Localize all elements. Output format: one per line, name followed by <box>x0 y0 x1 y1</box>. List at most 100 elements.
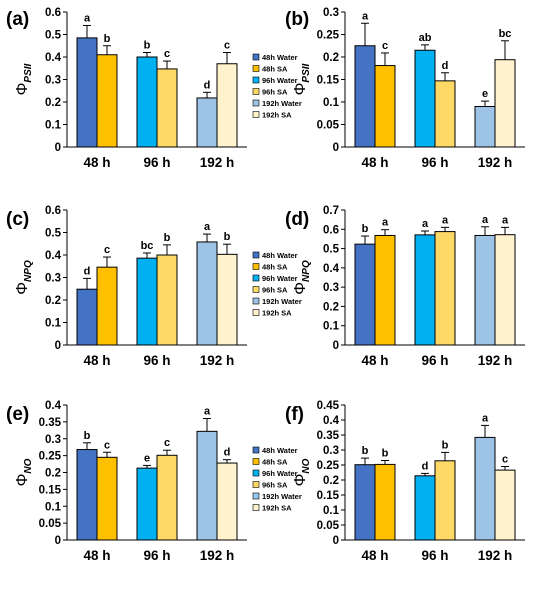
y-tick-label: 0.6 <box>45 7 61 19</box>
y-axis-title: ΦNPQ <box>292 260 312 295</box>
legend-label: 192h Water <box>262 492 302 501</box>
significance-letter: e <box>144 452 150 464</box>
bar-48h-sa <box>374 463 396 541</box>
y-tick-label: 0.1 <box>45 501 62 513</box>
y-tick-label: 0.3 <box>323 7 339 19</box>
bar-96h-water <box>136 56 158 148</box>
x-tick-label: 192 h <box>478 353 513 368</box>
significance-letter: a <box>482 214 489 226</box>
legend-label: 96h Water <box>262 76 298 85</box>
bar-96h-water <box>136 467 158 541</box>
bar-192h-sa <box>216 253 238 346</box>
significance-letter: bc <box>499 28 512 40</box>
y-tick-label: 0.2 <box>45 97 61 109</box>
significance-letter: b <box>362 445 369 457</box>
y-axis-title: ΦPSII <box>14 63 34 95</box>
legend-swatch <box>252 492 260 500</box>
bar-192h-sa <box>216 462 238 541</box>
significance-letter: d <box>422 460 429 472</box>
y-tick-label: 0.5 <box>45 228 62 240</box>
y-tick-label: 0.2 <box>323 301 339 313</box>
significance-letter: a <box>482 412 489 424</box>
legend-swatch <box>252 481 260 488</box>
y-tick-label: 0.3 <box>45 434 61 446</box>
significance-letter: b <box>224 231 231 243</box>
bar-48h-water <box>354 464 376 541</box>
y-tick-label: 0.45 <box>317 400 340 412</box>
legend-swatch <box>252 286 260 293</box>
bar-192h-sa <box>216 63 238 148</box>
legend: 48h Water 48h SA 96h Water 96h SA 192h Water… <box>252 251 302 318</box>
x-tick-label: 96 h <box>421 548 448 563</box>
bar-48h-sa <box>96 266 118 346</box>
y-tick-label: 0.1 <box>45 318 62 330</box>
legend-label: 192h SA <box>262 504 292 513</box>
significance-letter: a <box>502 214 509 226</box>
bar-96h-water <box>414 475 436 541</box>
y-axis-subscript: NPQ <box>23 260 34 282</box>
x-tick-label: 96 h <box>143 353 170 368</box>
significance-letter: d <box>442 60 449 72</box>
bar-48h-water <box>354 243 376 346</box>
legend-swatch <box>252 297 260 305</box>
y-tick-label: 0.25 <box>39 451 62 463</box>
significance-letter: a <box>204 406 211 418</box>
legend-label: 192h SA <box>262 309 292 318</box>
bar-48h-sa <box>374 65 396 148</box>
x-tick-label: 48 h <box>361 353 388 368</box>
y-axis-subscript: NO <box>23 458 34 473</box>
legend-swatch <box>252 309 260 316</box>
x-tick-label: 96 h <box>143 155 170 170</box>
legend-swatch <box>252 446 260 454</box>
significance-letter: e <box>482 88 488 100</box>
legend-swatch <box>252 111 260 118</box>
x-tick-label: 192 h <box>200 548 235 563</box>
significance-letter: c <box>104 244 110 256</box>
legend-label: 48h Water <box>262 53 298 62</box>
legend-swatch <box>252 88 260 95</box>
significance-letter: d <box>224 447 231 459</box>
significance-letter: b <box>362 223 369 235</box>
legend-label: 96h Water <box>262 274 298 283</box>
bar-96h-sa <box>434 460 456 541</box>
y-tick-label: 0.1 <box>45 120 62 132</box>
chart-panel-f: (f) 0 0.05 0.1 0.15 0.2 0.25 0.3 0.35 0.4 0.45 ΦNO b… <box>285 400 525 563</box>
significance-letter: b <box>84 430 91 442</box>
bar-192h-water <box>474 106 496 148</box>
y-axis-title: ΦPSII <box>292 63 312 95</box>
significance-letter: c <box>164 48 170 60</box>
panel-label: (c) <box>6 209 29 230</box>
y-tick-label: 0.3 <box>45 75 61 87</box>
x-tick-label: 192 h <box>478 548 513 563</box>
bar-96h-water <box>414 234 436 346</box>
chart-panel-b: (b) 0 0.05 0.1 0.15 0.2 0.25 0.3 ΦPSII a c ab d e bc 48… <box>285 7 525 170</box>
y-tick-label: 0.2 <box>323 475 339 487</box>
panel-label: (a) <box>6 9 29 30</box>
bar-48h-water <box>76 449 98 541</box>
legend-swatch <box>252 263 260 270</box>
legend-label: 96h SA <box>262 88 288 97</box>
significance-letter: c <box>224 40 230 52</box>
y-tick-label: 0.05 <box>39 518 62 530</box>
y-tick-label: 0.3 <box>45 273 61 285</box>
bar-192h-sa <box>494 234 516 346</box>
x-tick-label: 48 h <box>361 155 388 170</box>
x-tick-label: 192 h <box>200 353 235 368</box>
legend-swatch <box>252 274 260 282</box>
x-tick-label: 48 h <box>83 548 110 563</box>
panel-label: (e) <box>6 404 29 425</box>
legend-swatch <box>252 76 260 84</box>
y-axis-symbol: Φ <box>14 282 31 295</box>
significance-letter: c <box>164 437 170 449</box>
y-axis-symbol: Φ <box>14 474 31 487</box>
y-axis-title: ΦNO <box>292 458 312 486</box>
y-tick-label: 0.4 <box>323 415 340 427</box>
legend-swatch <box>252 251 260 259</box>
legend-label: 48h Water <box>262 446 298 455</box>
y-tick-label: 0.5 <box>45 30 62 42</box>
bar-48h-sa <box>374 234 396 346</box>
significance-letter: a <box>84 13 91 25</box>
chart-panel-d: (d) 0 0.1 0.2 0.3 0.4 0.5 0.6 0.7 ΦNPQ b a a a a a 48 h 9… <box>285 205 525 368</box>
significance-letter: d <box>84 265 91 277</box>
